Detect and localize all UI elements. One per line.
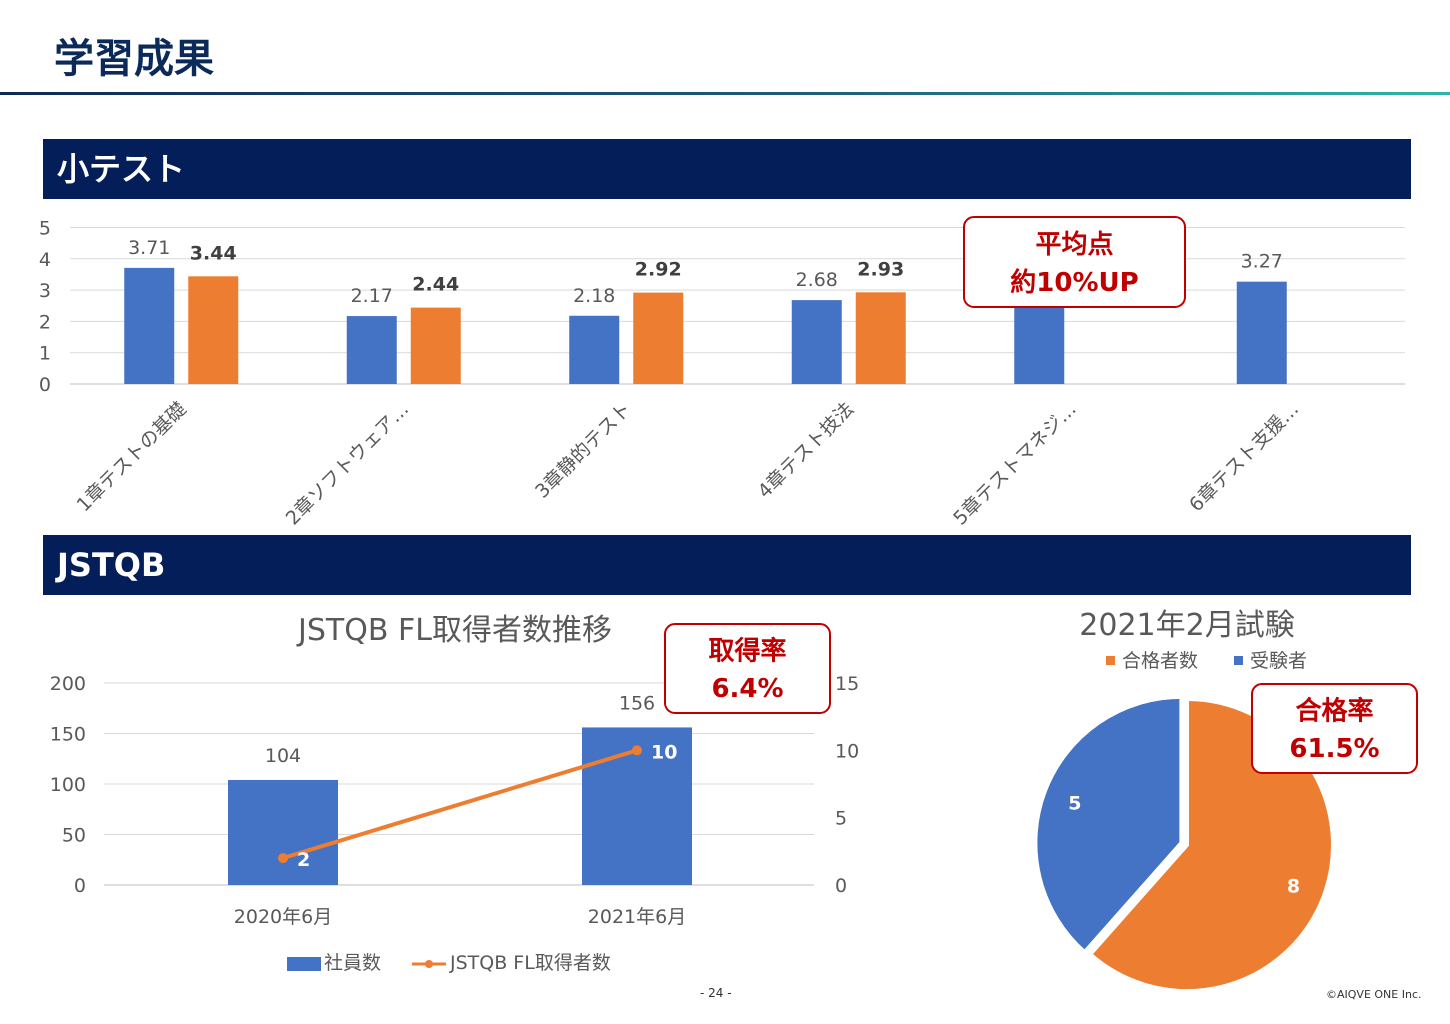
callout-pass-rate-line1: 合格率 bbox=[1295, 696, 1373, 727]
callout-acquisition-rate-line2: 6.4% bbox=[711, 674, 783, 704]
data-label-blue: 3.71 bbox=[128, 237, 170, 259]
section-title-jstqb: JSTQB bbox=[57, 546, 166, 584]
data-label-orange: 2.44 bbox=[412, 274, 459, 296]
data-label-orange: 2.92 bbox=[635, 259, 682, 281]
callout-quiz-average-line1: 平均点 bbox=[1035, 229, 1113, 260]
callout-quiz-average-box bbox=[963, 216, 1186, 308]
line-point bbox=[278, 853, 288, 864]
pie-data-label: 8 bbox=[1287, 875, 1300, 897]
y-left-tick-label: 50 bbox=[62, 825, 86, 847]
line-point bbox=[632, 745, 642, 756]
x-tick-label: 6章テスト支援… bbox=[1185, 398, 1303, 516]
y-left-tick-label: 200 bbox=[50, 673, 86, 695]
x-tick-label: 3章静的テスト bbox=[531, 398, 636, 503]
legend-label-passed: 合格者数 bbox=[1122, 650, 1198, 672]
pie-slice-examinees bbox=[1033, 694, 1184, 955]
data-label-orange: 3.44 bbox=[190, 242, 237, 264]
legend-label-holders: JSTQB FL取得者数 bbox=[449, 952, 611, 974]
y-tick-label: 4 bbox=[39, 249, 51, 271]
y-tick-label: 5 bbox=[39, 218, 51, 240]
bar-orange bbox=[855, 292, 906, 384]
data-label-blue: 2.68 bbox=[796, 269, 838, 291]
chart-title: 2021年2月試験 bbox=[1079, 608, 1294, 643]
line-jstqb-holders bbox=[282, 748, 638, 860]
y-left-tick-label: 150 bbox=[50, 724, 86, 746]
y-tick-label: 0 bbox=[39, 374, 51, 396]
x-tick-label: 2021年6月 bbox=[588, 906, 686, 928]
y-right-tick-label: 0 bbox=[835, 875, 847, 897]
y-right-tick-label: 15 bbox=[835, 673, 859, 695]
quiz-score-chart: 0 1 2 3 4 5 3.71 3.44 1章テストの基礎 2.17 2.44 2章ソフトウェア… 2… bbox=[39, 216, 1405, 530]
data-label-orange: 2.93 bbox=[857, 258, 904, 280]
data-label-holders: 2 bbox=[297, 849, 310, 871]
bar-blue bbox=[1236, 281, 1287, 384]
title-divider bbox=[0, 92, 1450, 95]
bar-blue bbox=[569, 315, 620, 384]
x-tick-label: 4章テスト技法 bbox=[754, 398, 859, 503]
chart-title: JSTQB FL取得者数推移 bbox=[296, 613, 612, 648]
x-tick-label: 1章テストの基礎 bbox=[73, 398, 191, 516]
pie-data-label: 5 bbox=[1068, 792, 1081, 814]
callout-pass-rate-box bbox=[1251, 683, 1418, 774]
y-right-tick-label: 5 bbox=[835, 808, 847, 830]
data-label-employees: 156 bbox=[619, 692, 655, 714]
y-left-tick-label: 100 bbox=[50, 774, 86, 796]
callout-acquisition-rate-box bbox=[664, 623, 831, 714]
page-title: 学習成果 bbox=[54, 36, 214, 82]
x-tick-label: 5章テストマネジ… bbox=[949, 398, 1081, 530]
legend-swatch-examinees bbox=[1234, 656, 1243, 665]
bar-orange bbox=[633, 292, 684, 384]
data-label-employees: 104 bbox=[265, 745, 301, 767]
jstqb-holders-chart: JSTQB FL取得者数推移 0 50 100 150 200 0 5 10 15 104 2020年… bbox=[50, 613, 859, 974]
data-label-blue: 3.27 bbox=[1241, 251, 1283, 273]
y-tick-label: 3 bbox=[39, 280, 51, 302]
y-tick-label: 1 bbox=[39, 343, 51, 365]
y-tick-label: 2 bbox=[39, 311, 51, 333]
callout-quiz-average-line2: 約10%UP bbox=[1010, 267, 1138, 298]
legend-swatch-passed bbox=[1106, 656, 1115, 665]
legend-swatch-employees bbox=[287, 957, 321, 971]
section-band-quiz: 小テスト bbox=[43, 139, 1411, 199]
page-number: - 24 - bbox=[700, 986, 732, 1000]
legend-label-examinees: 受験者 bbox=[1250, 650, 1307, 672]
x-tick-label: 2章ソフトウェア… bbox=[282, 398, 414, 530]
data-label-holders: 10 bbox=[651, 741, 677, 763]
bar-blue bbox=[124, 267, 175, 384]
callout-acquisition-rate-line1: 取得率 bbox=[708, 636, 786, 667]
y-right-tick-label: 10 bbox=[835, 740, 859, 762]
callout-pass-rate-line2: 61.5% bbox=[1289, 734, 1379, 764]
legend-swatch-holders-marker bbox=[425, 960, 433, 968]
bar-orange bbox=[188, 276, 239, 384]
legend-label-employees: 社員数 bbox=[324, 952, 381, 974]
copyright: ©AIQVE ONE Inc. bbox=[1326, 988, 1422, 1001]
x-tick-label: 2020年6月 bbox=[234, 906, 332, 928]
bar-orange bbox=[410, 307, 461, 384]
bar-blue bbox=[346, 316, 397, 384]
section-band-jstqb: JSTQB bbox=[43, 535, 1411, 595]
bar-blue bbox=[791, 300, 842, 384]
data-label-blue: 2.17 bbox=[351, 285, 393, 307]
data-label-blue: 2.18 bbox=[573, 285, 615, 307]
bar-employees bbox=[228, 779, 338, 885]
section-title-quiz: 小テスト bbox=[57, 150, 186, 188]
y-left-tick-label: 0 bbox=[74, 875, 86, 897]
